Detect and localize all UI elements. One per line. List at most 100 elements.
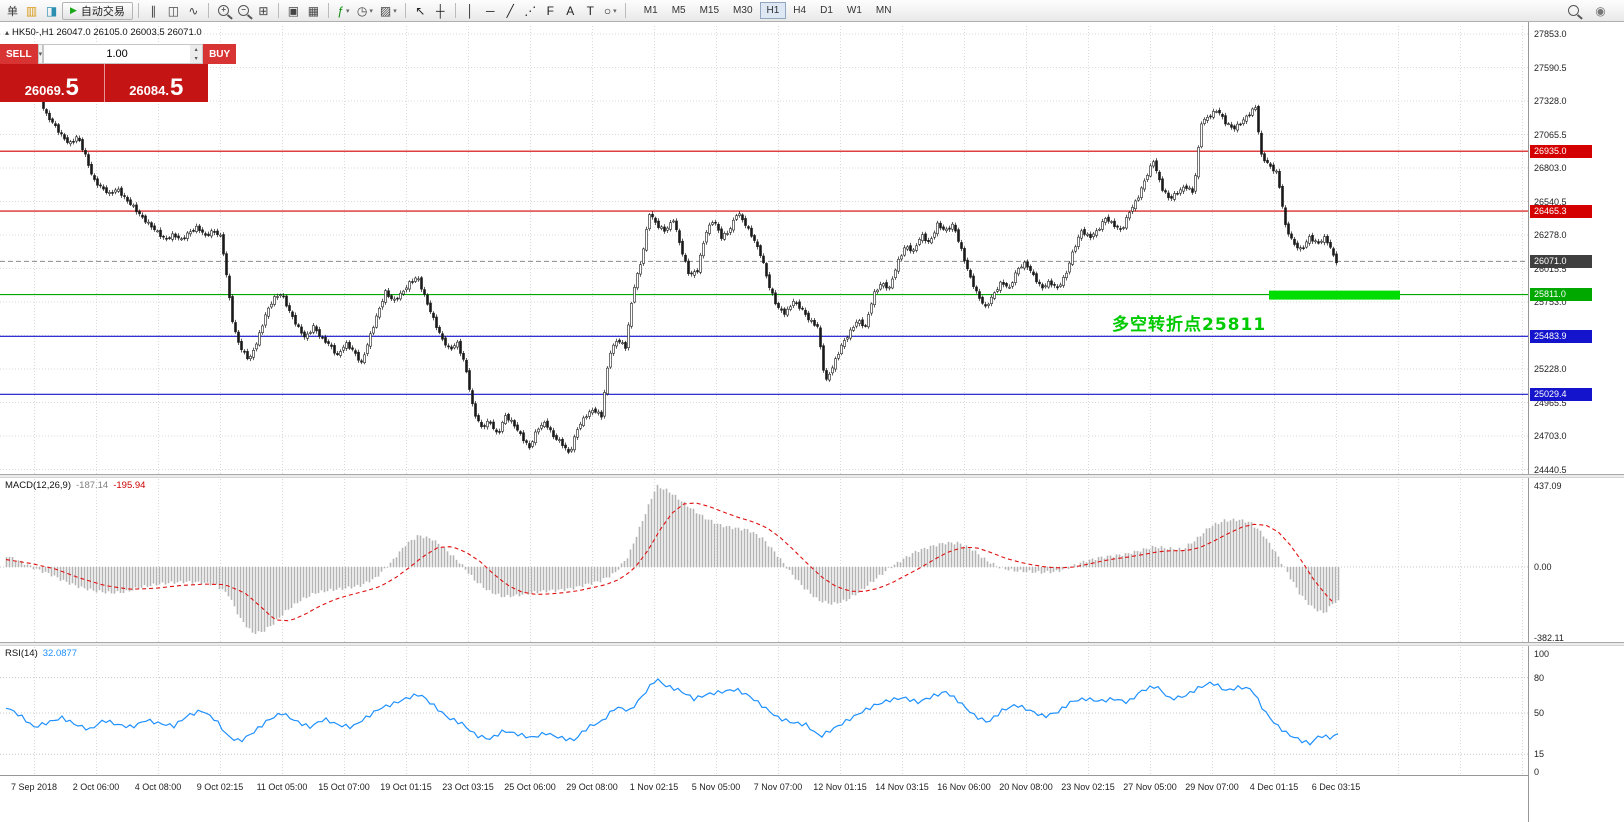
trendline-icon[interactable]: ╱ [501, 2, 520, 20]
macd-axis-label: 437.09 [1534, 480, 1562, 491]
sell-price-button[interactable]: 26069. 5 [0, 64, 105, 102]
resistance-price-tag: 26935.0 [1530, 144, 1592, 158]
timeframe-m1-button[interactable]: M1 [637, 2, 665, 19]
cascade-windows-icon[interactable]: ▣ [284, 2, 303, 20]
date-label: 9 Oct 02:15 [196, 782, 244, 792]
shapes-icon[interactable]: ○ ▾ [601, 2, 620, 20]
price-axis-label: 27065.5 [1534, 129, 1567, 140]
line-chart-icon[interactable]: ∿ [184, 2, 203, 20]
chevron-down-icon: ▾ [369, 7, 373, 15]
horizontal-line-icon[interactable]: ─ [481, 2, 500, 20]
toolbar-separator [624, 3, 626, 18]
rsi-axis-label: 15 [1534, 749, 1545, 760]
pivot-annotation-text[interactable]: 多空转折点25811 [1112, 315, 1267, 335]
volume-spinner: ▴ ▾ [190, 45, 203, 63]
support-price-tag: 25029.4 [1530, 387, 1592, 401]
price-axis-label: 27590.5 [1534, 62, 1567, 73]
date-label: 29 Oct 08:00 [566, 782, 618, 792]
toolbar-separator [327, 3, 329, 18]
date-label: 11 Oct 05:00 [256, 782, 308, 792]
pane-resize-handle-macd[interactable] [0, 474, 1624, 478]
rsi-axis-label: 100 [1534, 649, 1550, 659]
price-axis-label: 26540.5 [1534, 196, 1567, 207]
macd-indicator-label: MACD(12,26,9) -187.14 -195.94 [5, 480, 146, 491]
price-axis-label: 26278.0 [1534, 230, 1567, 240]
macd-axis-label: 0.00 [1534, 562, 1552, 572]
label-icon[interactable]: T [581, 2, 600, 20]
toolbar-separator [404, 3, 406, 18]
cursor-icon[interactable]: ↖ [411, 2, 430, 20]
bar-chart-icon[interactable]: ∥ [144, 2, 163, 20]
candlestick-chart-icon[interactable]: ◫ [164, 2, 183, 20]
timeframe-w1-button[interactable]: W1 [840, 2, 869, 19]
price-axis-label: 27853.0 [1534, 29, 1567, 39]
search-icon[interactable] [1564, 2, 1583, 20]
timeframe-mn-button[interactable]: MN [869, 2, 899, 19]
volume-decrease-button[interactable]: ▾ [190, 54, 203, 63]
date-label: 7 Nov 07:00 [753, 782, 803, 792]
date-label: 29 Nov 07:00 [1185, 782, 1239, 792]
templates-icon[interactable]: ▨ ▾ [377, 2, 400, 20]
toolbar-right-icons: ◉ [1564, 2, 1620, 20]
timeframe-h4-button[interactable]: H4 [786, 2, 813, 19]
date-label: 4 Dec 01:15 [1249, 782, 1299, 792]
horizontal-level-lines[interactable] [0, 150, 1528, 395]
macd-axis-label: -382.11 [1534, 632, 1564, 643]
autotrade-button[interactable]: ▶ 自动交易 [62, 1, 133, 20]
new-order-button[interactable]: 单 [7, 5, 18, 18]
volume-dropdown-icon[interactable]: ▾ [37, 44, 44, 64]
time-axis[interactable]: 7 Sep 2018 2 Oct 06:00 4 Oct 08:00 9 Oct 02… [0, 775, 1528, 822]
volume-field: ▴ ▾ [43, 44, 204, 64]
chevron-down-icon: ▾ [393, 7, 397, 15]
date-label: 14 Nov 03:15 [875, 782, 929, 792]
new-order-icon[interactable]: ▥ [22, 2, 41, 20]
timeframe-d1-button[interactable]: D1 [813, 2, 840, 19]
tile-windows-icon[interactable]: ⊞ [254, 2, 273, 20]
date-label: 12 Nov 01:15 [813, 782, 867, 792]
macd-signal-line [5, 502, 1333, 622]
volume-increase-button[interactable]: ▴ [190, 45, 203, 54]
timeframe-m30-button[interactable]: M30 [726, 2, 759, 19]
price-axis-label: 25753.0 [1534, 297, 1567, 307]
date-label: 4 Oct 08:00 [134, 782, 182, 792]
date-label: 5 Nov 05:00 [691, 782, 741, 792]
zoom-out-icon[interactable]: − [234, 2, 253, 20]
fibonacci-icon[interactable]: F [541, 2, 560, 20]
main-toolbar: 单 ▥ ◨ ▶ 自动交易 ∥ ◫ ∿ + − ⊞ ▣ ▦ ƒ ▾ ◷ ▾ ▨ ▾ ↖ ┼ │ ─ ╱ ⋰ F A T ○ ▾ M1 M5 M… [0, 0, 1624, 22]
current-price-price-tag: 26071.0 [1530, 254, 1592, 268]
zoom-in-icon[interactable]: + [214, 2, 233, 20]
indicators-icon[interactable]: ƒ ▾ [334, 2, 353, 20]
vertical-line-icon[interactable]: │ [461, 2, 480, 20]
buy-price-button[interactable]: 26084. 5 [105, 64, 209, 102]
rsi-axis-label: 50 [1534, 708, 1545, 718]
text-icon[interactable]: A [561, 2, 580, 20]
price-axis-label: 27328.0 [1534, 96, 1567, 106]
accounts-icon[interactable]: ◨ [42, 2, 61, 20]
support-price-tag: 25483.9 [1530, 329, 1592, 343]
timeframe-h1-button[interactable]: H1 [759, 2, 787, 19]
notifications-icon[interactable]: ◉ [1591, 2, 1610, 20]
timeframe-m5-button[interactable]: M5 [665, 2, 693, 19]
toolbar-separator [137, 3, 139, 18]
chevron-down-icon: ▾ [613, 7, 617, 15]
sell-button[interactable]: SELL [0, 44, 38, 64]
resistance-price-tag: 26465.3 [1530, 204, 1592, 218]
buy-button[interactable]: BUY [203, 44, 237, 64]
pivot-highlight-bar[interactable] [1269, 290, 1400, 300]
crosshair-icon[interactable]: ┼ [431, 2, 450, 20]
price-axis[interactable]: 27853.0 27590.5 27328.0 27065.5 26803.0 26540… [1528, 22, 1624, 822]
timeframe-m15-button[interactable]: M15 [693, 2, 726, 19]
candles-layer [39, 87, 1338, 455]
volume-input[interactable] [44, 45, 191, 63]
price-axis-label: 25228.0 [1534, 364, 1567, 374]
grid-layer [0, 26, 1528, 775]
periods-icon[interactable]: ◷ ▾ [354, 2, 376, 20]
pane-resize-handle-rsi[interactable] [0, 642, 1624, 646]
toolbar-separator [454, 3, 456, 18]
arrange-windows-icon[interactable]: ▦ [304, 2, 323, 20]
channel-icon[interactable]: ⋰ [521, 2, 540, 20]
date-label: 23 Nov 02:15 [1061, 782, 1115, 792]
price-axis-label: 24703.0 [1534, 431, 1567, 441]
